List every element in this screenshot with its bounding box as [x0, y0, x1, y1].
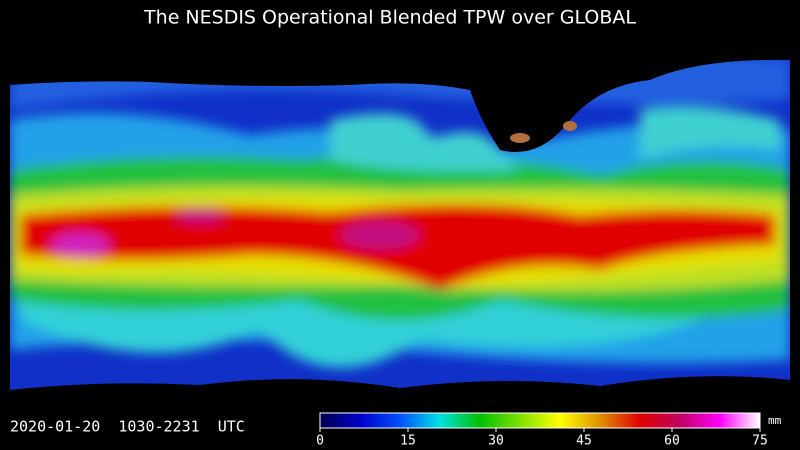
tpw-map: [10, 35, 790, 402]
colorbar: [319, 412, 761, 429]
lake: [563, 121, 577, 131]
no-data-north: [10, 35, 790, 152]
tick-label: 30: [488, 434, 504, 449]
no-data-south: [10, 376, 790, 402]
tick-label: 75: [752, 434, 768, 449]
tick-label: 15: [400, 434, 416, 449]
moisture-field: [10, 48, 790, 368]
lake: [510, 133, 530, 143]
colorbar-unit: mm: [768, 414, 782, 427]
tick-label: 60: [664, 434, 680, 449]
tick-label: 45: [576, 434, 592, 449]
colorbar-ticks: 0 15 30 45 60 75: [316, 428, 768, 449]
timestamp: 2020-01-20 1030-2231 UTC: [10, 418, 245, 436]
title: The NESDIS Operational Blended TPW over …: [143, 7, 636, 29]
tick-label: 0: [316, 434, 324, 449]
